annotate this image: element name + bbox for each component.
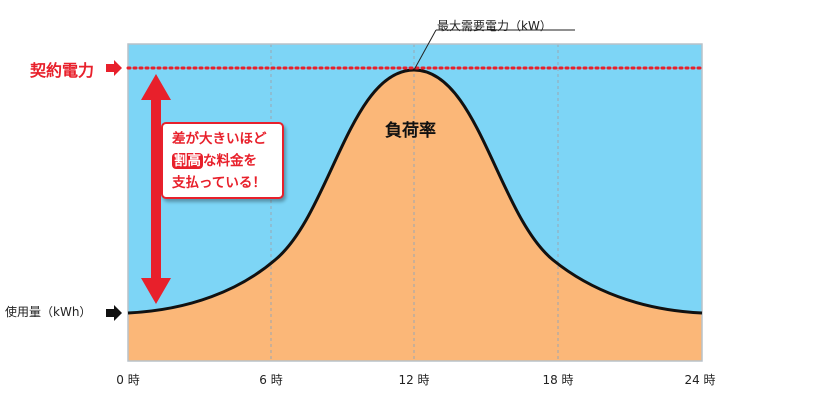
callout-box: 差が大きいほど 割高 な料金を 支払っている！	[161, 122, 284, 199]
x-tick-18: 18 時	[542, 373, 574, 387]
x-tick-12: 12 時	[398, 373, 430, 387]
callout-line2-rest: な料金を	[203, 153, 257, 169]
usage-label: 使用量（kWh）	[5, 305, 92, 319]
load-factor-label: 負荷率	[385, 121, 436, 141]
x-tick-24: 24 時	[684, 373, 716, 387]
contract-power-label: 契約電力	[30, 61, 95, 80]
plot-frame	[127, 43, 703, 362]
x-tick-6: 6 時	[259, 373, 283, 387]
peak-leader-line	[413, 29, 437, 71]
callout-line3: 支払っている！	[172, 175, 266, 191]
callout-highlight: 割高	[172, 153, 203, 169]
double-vertical-arrow-icon	[141, 74, 171, 304]
callout-line1: 差が大きいほど	[172, 131, 267, 147]
load-area	[128, 70, 702, 361]
peak-demand-label: 最大需要電力（kW）	[437, 19, 552, 33]
right-arrow-icon	[106, 60, 122, 76]
right-arrow-icon	[106, 305, 122, 321]
x-tick-0: 0 時	[116, 373, 140, 387]
callout-line2: 割高 な料金を	[172, 150, 282, 172]
